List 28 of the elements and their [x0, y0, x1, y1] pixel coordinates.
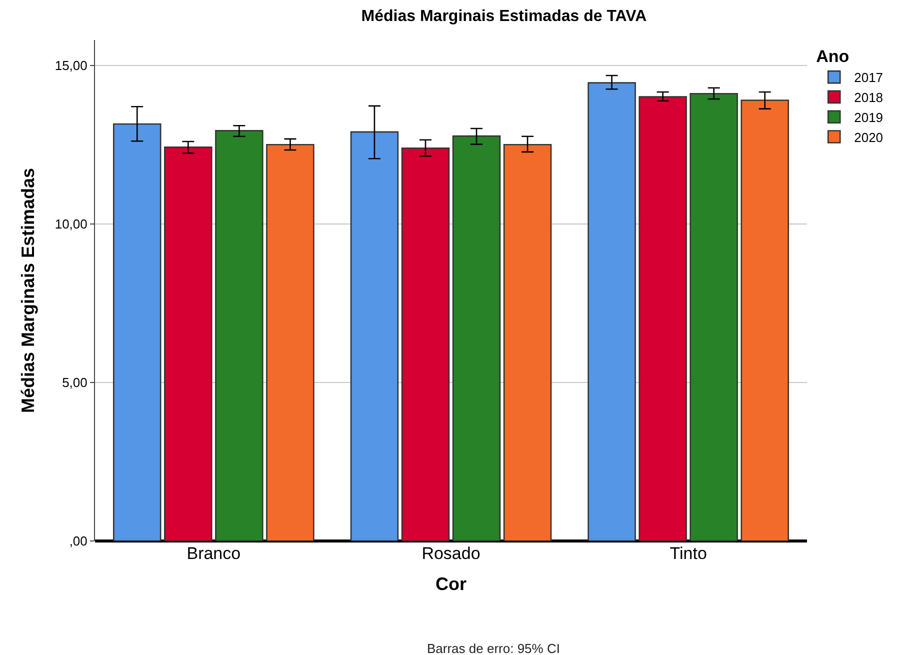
- y-tick-label: ,00: [69, 534, 88, 549]
- bar: [266, 144, 314, 541]
- bar: [215, 130, 264, 541]
- legend-title: Ano: [816, 47, 850, 66]
- legend-label: 2019: [854, 110, 884, 125]
- bar: [740, 100, 789, 541]
- bar: [113, 123, 162, 541]
- y-tick-label: 5,00: [62, 375, 88, 390]
- x-tick-label: Rosado: [422, 544, 480, 563]
- bar: [452, 135, 501, 541]
- bar: [638, 96, 687, 541]
- chart-title: Médias Marginais Estimadas de TAVA: [361, 8, 648, 26]
- y-tick-label: 10,00: [54, 216, 88, 232]
- bar: [690, 92, 738, 541]
- y-tick-label: 15,00: [54, 58, 88, 73]
- legend-label: 2018: [854, 90, 884, 106]
- bar: [503, 144, 552, 541]
- legend-label: 2020: [854, 130, 884, 145]
- bar: [350, 131, 399, 541]
- legend-label: 2017: [854, 70, 884, 86]
- x-tick-label: Branco: [186, 544, 241, 563]
- text: Barras de erro: 95% CI: [427, 641, 560, 655]
- y-axis-title: Médias Marginais Estimadas: [18, 168, 38, 414]
- x-axis-title: Cor: [436, 574, 466, 594]
- x-tick-label: Tinto: [670, 544, 707, 563]
- bar: [164, 146, 212, 541]
- bar: [401, 147, 450, 541]
- bar: [588, 82, 636, 541]
